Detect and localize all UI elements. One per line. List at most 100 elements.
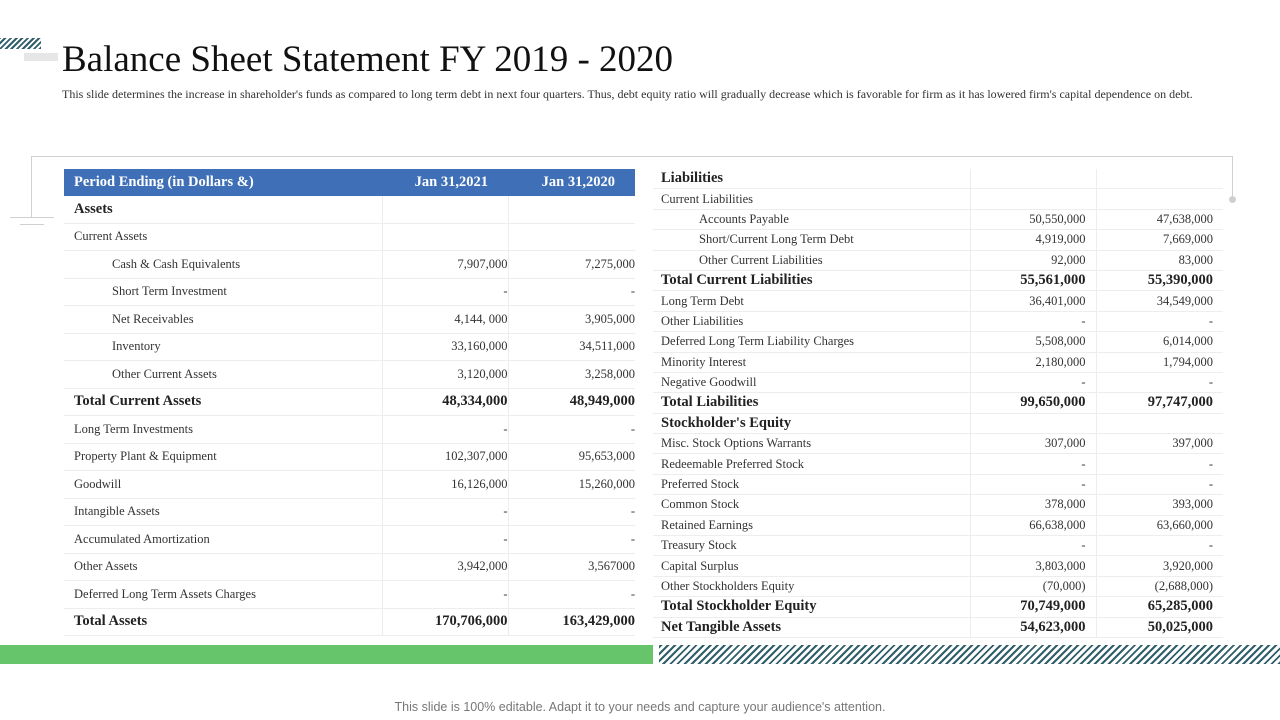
- row-label: Deferred Long Term Liability Charges: [653, 331, 970, 353]
- row-value-2021: 3,120,000: [381, 360, 509, 389]
- row-value-2021: 66,638,000: [969, 515, 1097, 537]
- table-row: Total Current Liabilities 55,561,000 55,39…: [653, 270, 1223, 292]
- table-row: Other Assets 3,942,000 3,567000: [64, 553, 635, 581]
- assets-table: Period Ending (in Dollars &) Jan 31,2021…: [64, 169, 635, 636]
- row-label: Assets: [64, 196, 382, 224]
- row-value-2021: [381, 196, 509, 224]
- table-row: Misc. Stock Options Warrants 307,000 397,0…: [653, 433, 1223, 455]
- row-value-2020: -: [508, 278, 635, 306]
- row-value-2020: [1096, 413, 1223, 435]
- row-label: Current Assets: [64, 223, 382, 251]
- table-row: Current Assets: [64, 223, 635, 251]
- frame-line-left: [31, 156, 32, 218]
- row-label: Treasury Stock: [653, 535, 970, 557]
- column-header-period: Period Ending (in Dollars &): [64, 169, 382, 196]
- table-row: Common Stock 378,000 393,000: [653, 494, 1223, 516]
- row-value-2021: [969, 169, 1097, 190]
- row-label: Accounts Payable: [653, 209, 970, 231]
- row-label: Minority Interest: [653, 352, 970, 373]
- row-value-2021: 170,706,000: [381, 608, 509, 636]
- table-row: Current Liabilities: [653, 188, 1223, 210]
- frame-dot: [1229, 196, 1236, 203]
- row-label: Cash & Cash Equivalents: [64, 250, 382, 279]
- row-label: Redeemable Preferred Stock: [653, 453, 970, 475]
- row-value-2020: -: [508, 415, 635, 444]
- row-value-2021: 3,942,000: [381, 553, 509, 581]
- table-row: Liabilities: [653, 169, 1223, 190]
- table-row: Other Stockholders Equity (70,000) (2,688,…: [653, 576, 1223, 598]
- slide-subtitle: This slide determines the increase in sh…: [62, 87, 1193, 101]
- row-value-2020: 1,794,000: [1096, 352, 1223, 373]
- row-value-2021: 33,160,000: [381, 333, 509, 361]
- row-value-2020: -: [508, 498, 635, 526]
- row-label: Other Liabilities: [653, 311, 970, 333]
- table-row: Retained Earnings 66,638,000 63,660,000: [653, 515, 1223, 537]
- row-value-2020: 34,549,000: [1096, 290, 1223, 312]
- footer-note: This slide is 100% editable. Adapt it to…: [394, 700, 886, 714]
- row-value-2021: 4,919,000: [969, 229, 1097, 251]
- row-label: Net Receivables: [64, 305, 382, 334]
- row-value-2020: 95,653,000: [508, 443, 635, 471]
- row-value-2020: 6,014,000: [1096, 331, 1223, 353]
- row-label: Short/Current Long Term Debt: [653, 229, 970, 251]
- table-row: Other Current Liabilities 92,000 83,000: [653, 250, 1223, 271]
- row-label: Intangible Assets: [64, 498, 382, 526]
- row-value-2020: 97,747,000: [1096, 392, 1223, 414]
- row-value-2021: 50,550,000: [969, 209, 1097, 231]
- row-value-2020: 15,260,000: [508, 470, 635, 499]
- column-header-2021: Jan 31,2021: [382, 169, 508, 196]
- decorative-bar-top: [24, 53, 58, 61]
- row-value-2020: 83,000: [1096, 250, 1223, 271]
- table-row: Deferred Long Term Liability Charges 5,50…: [653, 331, 1223, 353]
- row-value-2020: 48,949,000: [508, 388, 635, 416]
- row-value-2020: 47,638,000: [1096, 209, 1223, 231]
- row-value-2020: -: [1096, 535, 1223, 557]
- row-label: Total Current Assets: [64, 388, 382, 416]
- row-value-2021: 307,000: [969, 433, 1097, 455]
- row-label: Preferred Stock: [653, 474, 970, 496]
- row-value-2020: 7,669,000: [1096, 229, 1223, 251]
- row-value-2020: -: [1096, 474, 1223, 496]
- row-value-2021: -: [969, 453, 1097, 475]
- table-row: Other Current Assets 3,120,000 3,258,000: [64, 360, 635, 389]
- row-value-2021: 36,401,000: [969, 290, 1097, 312]
- row-value-2021: 99,650,000: [969, 392, 1097, 414]
- table-row: Cash & Cash Equivalents 7,907,000 7,275,00…: [64, 250, 635, 279]
- table-row: Minority Interest 2,180,000 1,794,000: [653, 352, 1223, 373]
- row-value-2021: -: [381, 580, 509, 609]
- row-value-2021: -: [969, 535, 1097, 557]
- table-row: Preferred Stock - -: [653, 474, 1223, 496]
- row-value-2021: 102,307,000: [381, 443, 509, 471]
- table-row: Total Liabilities 99,650,000 97,747,000: [653, 392, 1223, 414]
- row-value-2021: [969, 188, 1097, 210]
- row-label: Liabilities: [653, 169, 970, 190]
- assets-table-header: Period Ending (in Dollars &) Jan 31,2021…: [64, 169, 635, 196]
- row-label: Inventory: [64, 333, 382, 361]
- decorative-hatch-band: [659, 645, 1280, 664]
- row-value-2020: 63,660,000: [1096, 515, 1223, 537]
- row-label: Current Liabilities: [653, 188, 970, 210]
- row-value-2021: 4,144, 000: [381, 305, 509, 334]
- row-value-2020: [1096, 169, 1223, 190]
- row-label: Short Term Investment: [64, 278, 382, 306]
- row-label: Property Plant & Equipment: [64, 443, 382, 471]
- table-row: Other Liabilities - -: [653, 311, 1223, 333]
- row-value-2020: [508, 223, 635, 251]
- liabilities-table: Liabilities Current Liabilities Accounts P…: [653, 169, 1223, 638]
- row-value-2021: 48,334,000: [381, 388, 509, 416]
- row-value-2020: 3,258,000: [508, 360, 635, 389]
- row-value-2021: 70,749,000: [969, 596, 1097, 618]
- row-value-2021: -: [381, 415, 509, 444]
- row-value-2021: [969, 413, 1097, 435]
- row-label: Negative Goodwill: [653, 372, 970, 394]
- row-label: Other Stockholders Equity: [653, 576, 970, 598]
- row-value-2020: 65,285,000: [1096, 596, 1223, 618]
- row-value-2020: -: [508, 580, 635, 609]
- column-header-2020: Jan 31,2020: [508, 169, 635, 196]
- table-row: Property Plant & Equipment 102,307,000 95,…: [64, 443, 635, 471]
- row-label: Other Current Liabilities: [653, 250, 970, 271]
- decorative-green-band: [0, 645, 653, 664]
- table-row: Negative Goodwill - -: [653, 372, 1223, 394]
- row-label: Total Stockholder Equity: [653, 596, 970, 618]
- row-value-2020: 3,567000: [508, 553, 635, 581]
